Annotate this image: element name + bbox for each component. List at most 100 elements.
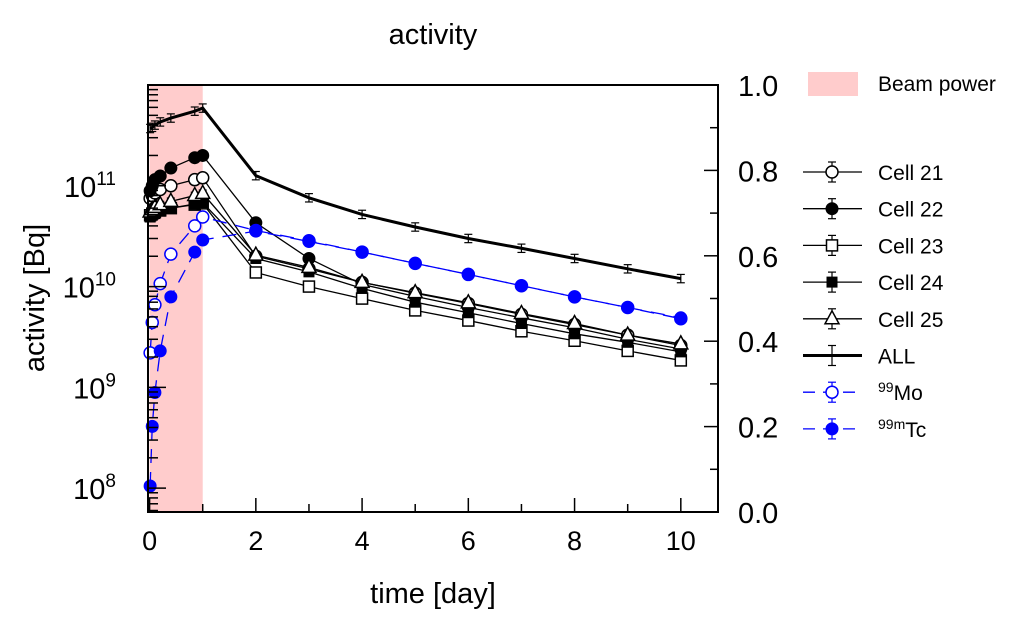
marker-filled-square xyxy=(675,346,687,358)
marker-filled-circle xyxy=(568,290,582,304)
marker-filled-square xyxy=(569,328,581,340)
marker-filled-circle xyxy=(153,169,167,183)
legend: Beam power Cell 21 Cell 22 Cell 23 Cell 24 Ce… xyxy=(803,72,996,442)
marker-open-circle xyxy=(825,385,839,399)
marker-filled-square xyxy=(197,197,209,209)
legend-label: Cell 21 xyxy=(878,162,943,185)
marker-open-triangle xyxy=(619,325,636,341)
marker-open-circle xyxy=(187,219,202,233)
legend-item: Cell 23 xyxy=(803,234,943,258)
marker-open-circle xyxy=(164,247,178,261)
marker-filled-square xyxy=(515,318,527,330)
y2-tick-label: 0.2 xyxy=(738,413,778,445)
marker-filled-circle xyxy=(621,301,635,315)
marker-filled-square xyxy=(462,307,474,319)
legend-item: Cell 21 xyxy=(803,161,943,185)
legend-label: Cell 22 xyxy=(878,199,943,222)
series-line xyxy=(149,216,681,353)
y2-tick-label: 1.0 xyxy=(738,71,778,103)
marker-filled-square xyxy=(622,336,634,348)
marker-open-triangle xyxy=(460,293,477,309)
legend-label: ALL xyxy=(878,346,915,369)
marker-open-triangle xyxy=(406,283,424,299)
y-tick-label: 1011 xyxy=(64,169,116,204)
legend-item: 99Mo xyxy=(803,379,923,405)
marker-open-triangle xyxy=(513,303,530,320)
marker-filled-circle xyxy=(196,233,210,247)
marker-filled-circle xyxy=(825,202,839,216)
marker-open-triangle xyxy=(353,272,371,289)
marker-open-circle xyxy=(153,276,167,291)
series-cell-25 xyxy=(141,183,690,350)
marker-open-circle xyxy=(825,165,839,179)
marker-open-triangle xyxy=(162,191,180,208)
marker-open-triangle xyxy=(823,309,841,325)
x-axis-label: time [day] xyxy=(370,578,496,610)
marker-filled-square xyxy=(826,276,838,288)
marker-open-triangle xyxy=(566,313,583,330)
marker-filled-circle xyxy=(249,224,263,238)
legend-item: ALL xyxy=(803,344,915,369)
x-tick-label: 4 xyxy=(355,526,370,556)
marker-filled-circle xyxy=(164,161,178,175)
x-tick-label: 6 xyxy=(461,526,476,556)
y-tick-label: 108 xyxy=(73,471,116,506)
chart-title: activity xyxy=(389,19,478,51)
y2-tick-label: 0.6 xyxy=(738,242,778,274)
axes: 0 2 4 6 8 10 108 109 1010 1011 0.0 0.2 0.4 0.6 0.8 1.0 xyxy=(63,71,779,556)
series-cell-22 xyxy=(143,148,688,356)
y-tick-label: 109 xyxy=(73,370,116,405)
marker-filled-circle xyxy=(302,235,316,249)
marker-open-circle xyxy=(164,179,178,193)
series-line xyxy=(149,154,681,350)
marker-open-circle xyxy=(195,210,210,224)
legend-label: 99mTc xyxy=(878,416,926,442)
series-all xyxy=(146,103,685,284)
y-axis-label: activity [Bq] xyxy=(19,224,51,372)
y2-tick-label: 0.4 xyxy=(738,327,778,359)
marker-filled-square xyxy=(356,282,368,294)
marker-filled-circle xyxy=(355,245,369,259)
marker-open-circle xyxy=(195,171,210,185)
marker-filled-circle xyxy=(164,290,178,304)
marker-filled-circle xyxy=(188,245,202,259)
x-tick-label: 8 xyxy=(567,526,582,556)
series-line xyxy=(149,230,681,487)
marker-filled-circle xyxy=(825,422,839,436)
legend-label: 99Mo xyxy=(878,379,923,405)
marker-filled-circle xyxy=(461,267,475,281)
x-tick-label: 2 xyxy=(248,526,263,556)
marker-open-triangle xyxy=(300,257,318,274)
x-tick-label: 10 xyxy=(666,526,696,556)
legend-item: Cell 25 xyxy=(803,308,943,332)
series-99m-tc xyxy=(143,224,688,493)
marker-filled-circle xyxy=(514,279,528,293)
marker-filled-circle xyxy=(145,419,159,433)
marker-filled-circle xyxy=(196,148,210,162)
marker-filled-square xyxy=(165,202,177,214)
marker-open-triangle xyxy=(672,334,690,350)
marker-open-square xyxy=(355,292,369,305)
x-tick-label: 0 xyxy=(142,526,157,556)
marker-filled-square xyxy=(409,296,421,308)
marker-filled-square xyxy=(189,198,201,210)
marker-filled-circle xyxy=(143,479,157,493)
legend-item: Cell 24 xyxy=(803,271,944,295)
legend-label: Beam power xyxy=(878,73,996,96)
legend-item: 99mTc xyxy=(803,416,926,442)
legend-label: Cell 23 xyxy=(878,235,943,258)
y2-tick-label: 0.0 xyxy=(738,498,778,530)
series-line xyxy=(149,106,682,281)
legend-label: Cell 25 xyxy=(878,309,943,332)
series-layer xyxy=(141,103,690,493)
marker-open-square xyxy=(302,280,316,293)
y-tick-label: 1010 xyxy=(63,270,116,305)
marker-open-triangle xyxy=(194,183,211,200)
marker-open-square xyxy=(825,239,839,252)
marker-filled-circle xyxy=(153,344,167,358)
legend-item: Cell 22 xyxy=(803,198,943,222)
legend-beam-swatch xyxy=(808,72,858,96)
legend-label: Cell 24 xyxy=(878,272,944,295)
marker-open-square xyxy=(249,266,263,279)
